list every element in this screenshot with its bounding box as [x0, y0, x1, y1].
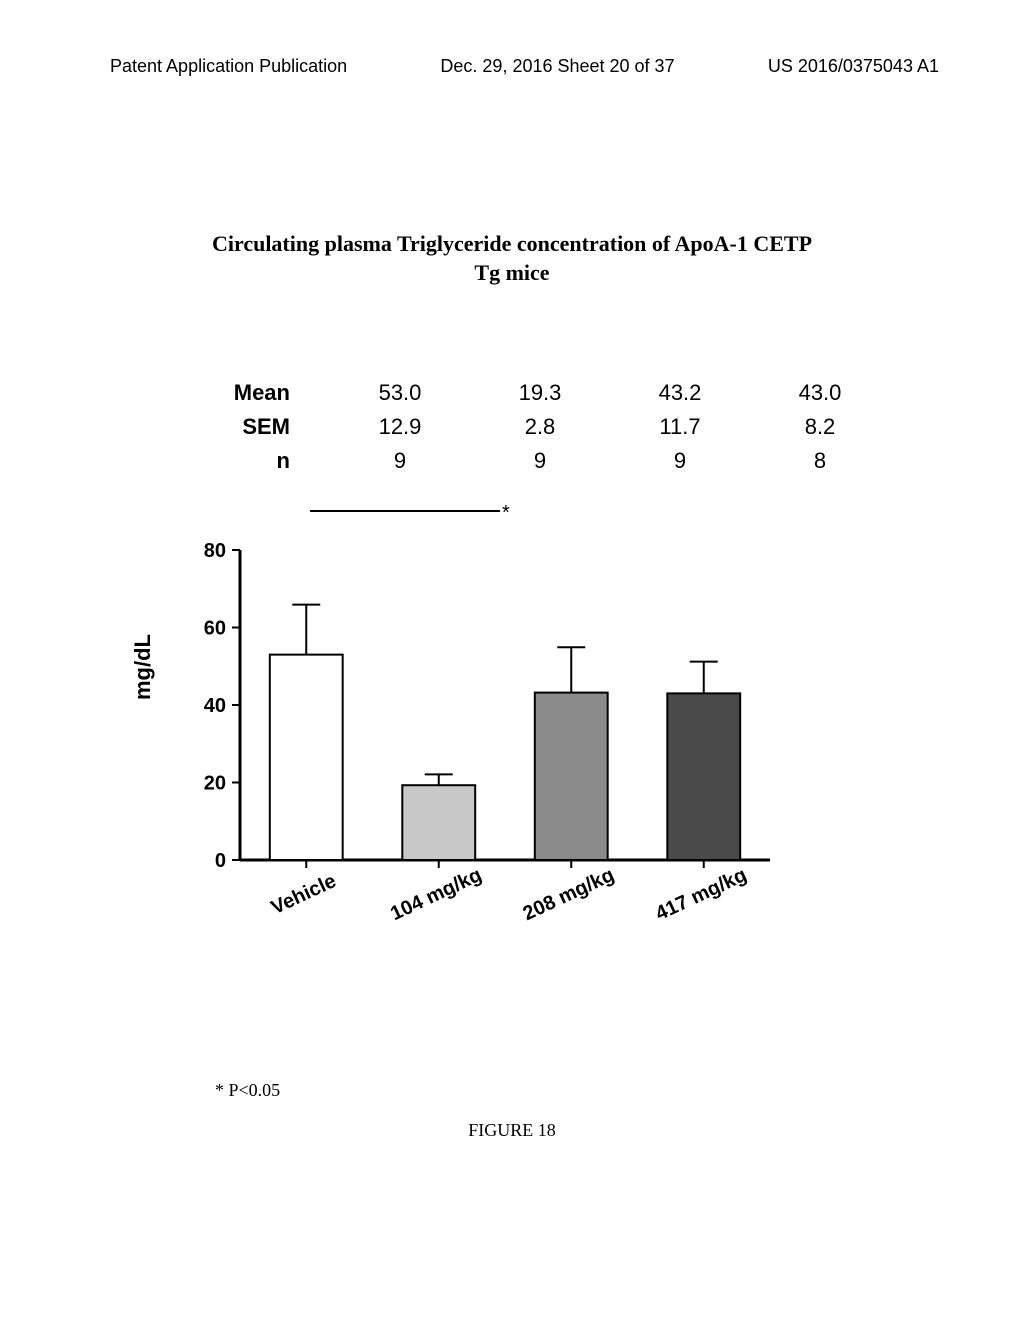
- stats-row-sem: SEM 12.9 2.8 11.7 8.2: [210, 414, 890, 440]
- stats-cell: 8.2: [750, 414, 890, 440]
- title-line-1: Circulating plasma Triglyceride concentr…: [0, 230, 1024, 259]
- svg-text:0: 0: [215, 850, 226, 872]
- stats-cell: 12.9: [330, 414, 470, 440]
- stats-cell: 11.7: [610, 414, 750, 440]
- stats-cell: 43.2: [610, 380, 750, 406]
- svg-text:417 mg/kg: 417 mg/kg: [652, 864, 750, 925]
- header-center: Dec. 29, 2016 Sheet 20 of 37: [440, 56, 674, 77]
- svg-text:60: 60: [204, 618, 226, 640]
- header-left: Patent Application Publication: [110, 56, 347, 77]
- stats-cell: 9: [470, 448, 610, 474]
- stats-row-mean: Mean 53.0 19.3 43.2 43.0: [210, 380, 890, 406]
- stats-cell: 2.8: [470, 414, 610, 440]
- svg-text:80: 80: [204, 540, 226, 562]
- stats-cell: 43.0: [750, 380, 890, 406]
- page-header: Patent Application Publication Dec. 29, …: [0, 56, 1024, 77]
- title-line-2: Tg mice: [0, 259, 1024, 288]
- y-axis-label: mg/dL: [130, 634, 156, 700]
- significance-bracket: [310, 510, 500, 512]
- svg-text:40: 40: [204, 695, 226, 717]
- svg-text:208 mg/kg: 208 mg/kg: [520, 864, 618, 925]
- stats-cell: 53.0: [330, 380, 470, 406]
- stats-row-n: n 9 9 9 8: [210, 448, 890, 474]
- bar-chart: 0 20 40 60 80 Vehicle 104 mg/kg 208 mg/kg 417 mg…: [170, 530, 790, 950]
- significance-star: *: [502, 502, 510, 525]
- stats-label: n: [210, 448, 330, 474]
- figure-caption: FIGURE 18: [0, 1120, 1024, 1141]
- svg-text:20: 20: [204, 773, 226, 795]
- chart-title: Circulating plasma Triglyceride concentr…: [0, 230, 1024, 287]
- stats-cell: 9: [610, 448, 750, 474]
- svg-text:104 mg/kg: 104 mg/kg: [387, 864, 485, 925]
- stats-cell: 9: [330, 448, 470, 474]
- stats-cell: 8: [750, 448, 890, 474]
- header-right: US 2016/0375043 A1: [768, 56, 939, 77]
- stats-label: Mean: [210, 380, 330, 406]
- stats-cell: 19.3: [470, 380, 610, 406]
- stats-table: Mean 53.0 19.3 43.2 43.0 SEM 12.9 2.8 11…: [210, 380, 890, 482]
- stats-label: SEM: [210, 414, 330, 440]
- footnote-text: * P<0.05: [215, 1080, 280, 1100]
- footnote: * P<0.05: [215, 1080, 280, 1101]
- svg-text:Vehicle: Vehicle: [268, 870, 340, 919]
